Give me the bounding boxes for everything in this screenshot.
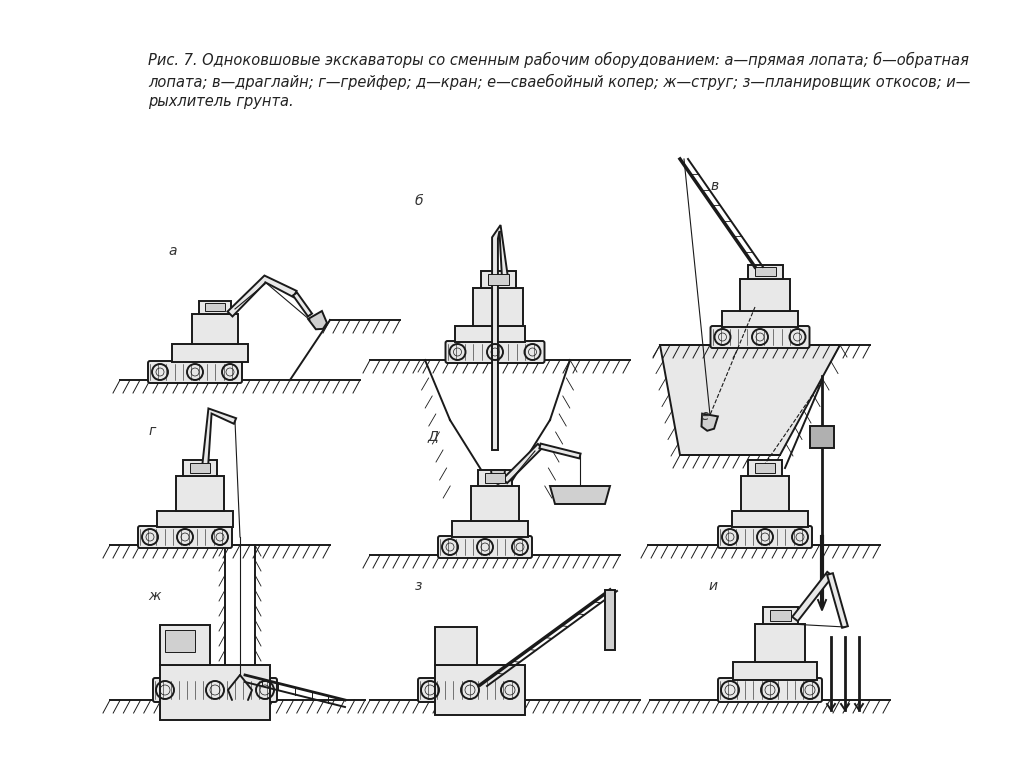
Bar <box>157 511 233 527</box>
Bar <box>176 476 224 511</box>
Bar <box>206 303 224 311</box>
Bar <box>769 611 791 621</box>
FancyBboxPatch shape <box>153 678 278 702</box>
Bar <box>749 460 781 476</box>
Bar <box>199 301 231 314</box>
Polygon shape <box>503 444 542 483</box>
Polygon shape <box>540 443 581 459</box>
Polygon shape <box>605 590 615 650</box>
Bar <box>740 279 790 311</box>
FancyBboxPatch shape <box>718 678 822 702</box>
Bar <box>455 326 525 342</box>
Bar <box>160 665 270 720</box>
Polygon shape <box>293 292 312 317</box>
Bar <box>748 265 782 279</box>
Polygon shape <box>492 225 508 450</box>
Bar <box>435 665 525 715</box>
Bar <box>755 624 805 662</box>
Bar <box>733 662 817 680</box>
Text: Рис. 7. Одноковшовые экскаваторы со сменным рабочим оборудованием: а—прямая лопа: Рис. 7. Одноковшовые экскаваторы со смен… <box>148 52 971 110</box>
Polygon shape <box>660 345 840 455</box>
Bar <box>755 463 775 472</box>
Bar <box>435 627 477 665</box>
Text: и: и <box>708 579 717 593</box>
Bar <box>193 314 238 344</box>
Polygon shape <box>701 413 718 431</box>
Bar <box>189 463 210 472</box>
Bar <box>485 473 505 483</box>
Text: а: а <box>168 244 176 258</box>
Bar <box>810 426 834 448</box>
Text: Д: Д <box>428 429 439 443</box>
Bar <box>732 511 808 527</box>
Text: з: з <box>415 579 422 593</box>
Text: г: г <box>148 424 156 438</box>
Bar <box>165 630 195 652</box>
Bar <box>473 288 523 326</box>
Polygon shape <box>490 470 505 484</box>
Bar <box>487 275 509 285</box>
Text: ж: ж <box>148 589 161 603</box>
FancyBboxPatch shape <box>438 536 532 558</box>
Bar <box>480 271 515 288</box>
FancyBboxPatch shape <box>445 341 545 363</box>
Bar <box>172 344 248 362</box>
Bar <box>722 311 798 327</box>
FancyBboxPatch shape <box>138 526 232 548</box>
FancyBboxPatch shape <box>718 526 812 548</box>
Text: б: б <box>415 194 424 208</box>
Bar <box>183 460 217 476</box>
Polygon shape <box>793 572 833 621</box>
Bar <box>755 268 775 276</box>
FancyBboxPatch shape <box>711 326 810 348</box>
Bar <box>471 486 519 521</box>
Polygon shape <box>308 311 327 329</box>
Polygon shape <box>202 409 237 469</box>
Polygon shape <box>550 486 610 504</box>
Polygon shape <box>827 573 848 628</box>
Bar <box>763 607 798 624</box>
Bar <box>452 521 528 537</box>
Text: е: е <box>700 409 709 423</box>
Bar <box>741 476 790 511</box>
FancyBboxPatch shape <box>148 361 242 383</box>
Polygon shape <box>227 275 297 317</box>
Bar <box>160 625 210 665</box>
Text: в: в <box>710 179 718 193</box>
FancyBboxPatch shape <box>418 678 522 702</box>
Bar <box>478 470 512 486</box>
